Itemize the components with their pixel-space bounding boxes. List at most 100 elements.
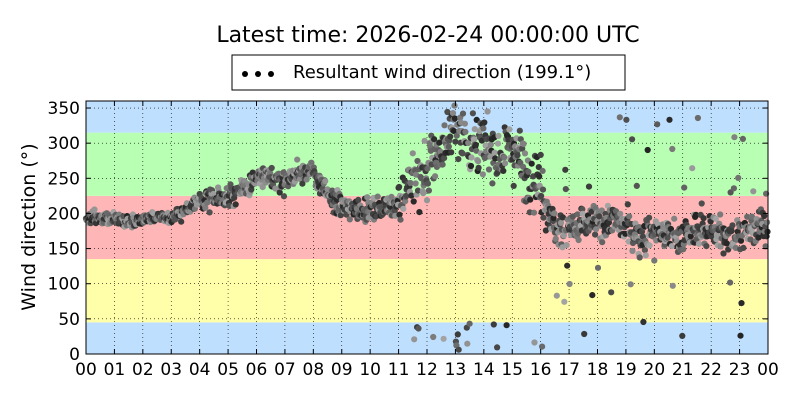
data-point [440, 335, 447, 342]
data-point [703, 243, 710, 250]
data-point [527, 196, 534, 203]
data-point [539, 186, 547, 193]
data-point [400, 205, 407, 212]
data-point [531, 339, 538, 346]
legend-marker-dot [242, 71, 248, 77]
data-point [455, 346, 462, 353]
data-point [473, 147, 480, 154]
data-point [475, 158, 482, 165]
data-point [461, 120, 468, 127]
data-point [451, 102, 458, 109]
data-point [680, 246, 687, 253]
data-point [514, 152, 521, 159]
data-point [466, 320, 473, 327]
x-tick-label: 22 [700, 360, 722, 380]
y-tick-label: 350 [48, 99, 80, 119]
data-point [629, 247, 636, 255]
data-point [640, 318, 647, 326]
data-point [616, 114, 623, 121]
data-point [579, 210, 586, 217]
data-point [447, 133, 454, 140]
data-point [479, 171, 486, 178]
data-point [755, 234, 762, 241]
data-point [415, 325, 422, 332]
data-point [735, 174, 742, 181]
data-point [431, 136, 438, 143]
x-tick-label: 13 [445, 360, 467, 380]
legend-label: Resultant wind direction (199.1°) [293, 62, 591, 83]
data-point [425, 187, 432, 194]
data-point [535, 164, 542, 171]
x-tick-label: 09 [331, 360, 353, 380]
data-point [671, 215, 678, 222]
data-point [501, 154, 508, 161]
x-tick-label: 15 [501, 360, 523, 380]
data-point [272, 185, 279, 192]
data-point [599, 239, 606, 246]
data-point [723, 240, 730, 247]
data-point [563, 242, 570, 249]
data-point [561, 298, 568, 305]
x-tick-label: 08 [303, 360, 325, 380]
data-point [667, 225, 675, 233]
data-point [468, 154, 475, 161]
x-tick-label: 02 [132, 360, 154, 380]
data-point [520, 140, 527, 147]
data-point [626, 213, 633, 220]
data-point [748, 213, 756, 220]
data-point [322, 178, 329, 185]
data-point [337, 212, 344, 219]
data-point [624, 201, 631, 208]
data-point [178, 218, 185, 225]
data-point [761, 212, 768, 220]
x-tick-label: 04 [189, 360, 211, 380]
data-point [668, 243, 676, 250]
data-point [420, 190, 427, 197]
data-point [492, 155, 499, 162]
data-point [503, 322, 510, 329]
data-point [608, 289, 615, 296]
x-tick-label: 23 [729, 360, 751, 380]
data-point [448, 149, 455, 156]
x-tick-label: 11 [388, 360, 410, 380]
x-tick-label: 10 [359, 360, 381, 380]
data-point [730, 185, 738, 192]
x-tick-label: 20 [644, 360, 666, 380]
data-point [669, 145, 676, 153]
data-point [424, 165, 431, 172]
data-point [528, 160, 535, 167]
x-tick-label: 07 [274, 360, 296, 380]
data-point [646, 242, 653, 249]
data-point [202, 204, 209, 211]
data-point [729, 222, 736, 229]
data-point [537, 151, 544, 158]
data-point [416, 209, 423, 216]
data-point [396, 183, 403, 191]
x-axis-ticks: 00 01 02 03 04 05 06 07 08 09 10 11 12 13 14 15 16 17 18 19… [75, 101, 779, 380]
data-point [450, 128, 458, 135]
legend: Resultant wind direction (199.1°) [231, 54, 626, 91]
data-point [407, 179, 414, 187]
data-point [454, 331, 461, 338]
data-point [480, 125, 487, 132]
y-tick-label: 50 [58, 310, 80, 330]
data-point [538, 192, 545, 200]
data-point [451, 115, 458, 122]
data-point [432, 173, 439, 180]
data-point [530, 209, 538, 216]
data-point [617, 210, 624, 217]
data-point [581, 330, 588, 338]
data-point [596, 213, 603, 220]
x-tick-label: 21 [672, 360, 694, 380]
data-point [623, 116, 630, 123]
data-point [453, 132, 460, 139]
data-point [484, 108, 491, 115]
data-point [734, 228, 741, 235]
x-tick-label: 01 [104, 360, 126, 380]
data-point [441, 155, 448, 162]
legend-box [231, 54, 626, 91]
data-point [720, 250, 727, 257]
data-point [542, 227, 550, 234]
data-point [232, 201, 239, 208]
